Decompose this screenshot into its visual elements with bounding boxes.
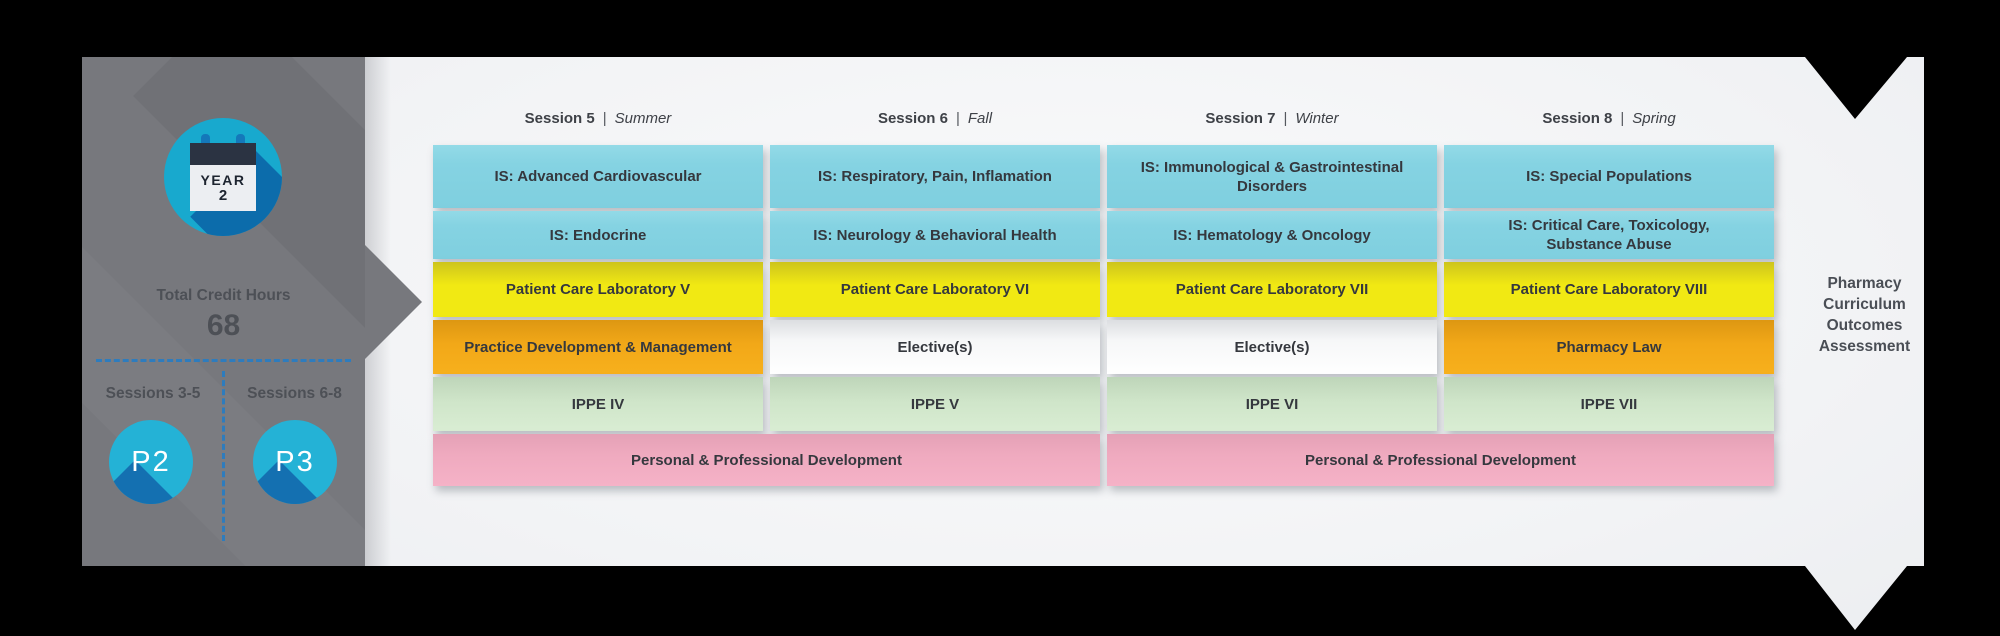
course-cell: IPPE VI — [1107, 377, 1437, 431]
course-cell: IS: Critical Care, Toxicology, Substance… — [1444, 211, 1774, 259]
p2-badge-text: P2 — [131, 445, 171, 478]
course-cell: Patient Care Laboratory VI — [770, 262, 1100, 317]
dashed-horizontal-divider — [96, 359, 351, 362]
course-cell: Patient Care Laboratory VIII — [1444, 262, 1774, 317]
course-cell: Patient Care Laboratory V — [433, 262, 763, 317]
total-credit-hours-label: Total Credit Hours — [156, 287, 291, 304]
year-label: YEAR — [200, 171, 246, 188]
course-cell: IS: Hematology & Oncology — [1107, 211, 1437, 259]
sessions-6-8-label: Sessions 6-8 — [247, 385, 342, 402]
course-cell: IS: Endocrine — [433, 211, 763, 259]
calendar-body: YEAR 2 — [190, 165, 256, 211]
session-header: Session 8 | Spring — [1542, 110, 1676, 127]
p2-badge: P2 — [109, 420, 193, 504]
p3-badge: P3 — [253, 420, 337, 504]
total-credit-hours-value: 68 — [206, 309, 241, 342]
calendar-header-bar — [190, 143, 256, 165]
sidebar-arrow-icon — [365, 245, 422, 359]
course-cell: IPPE IV — [433, 377, 763, 431]
course-cell: IS: Respiratory, Pain, Inflamation — [770, 145, 1100, 208]
course-cell: IS: Neurology & Behavioral Health — [770, 211, 1100, 259]
course-cell: Patient Care Laboratory VII — [1107, 262, 1437, 317]
sessions-3-5-label: Sessions 3-5 — [105, 385, 201, 402]
year-calendar-icon: YEAR 2 — [164, 118, 282, 236]
year-sidebar: YEAR 2 Total Credit Hours 68 Sessions 3-… — [82, 57, 365, 566]
year-number: 2 — [218, 186, 228, 204]
session-header: Session 6 | Fall — [877, 110, 993, 127]
course-cell: IS: Immunological & Gastrointestinal Dis… — [1107, 145, 1437, 208]
session-header: Session 7 | Winter — [1205, 110, 1339, 127]
course-cell: Pharmacy Law — [1444, 320, 1774, 374]
calendar-glyph: YEAR 2 — [190, 134, 256, 216]
p3-badge-text: P3 — [275, 445, 315, 478]
course-cell: IS: Advanced Cardiovascular — [433, 145, 763, 208]
session-header: Session 5 | Summer — [524, 110, 672, 127]
assessment-ribbon-label: Pharmacy Curriculum Outcomes Assessment — [1818, 275, 1911, 355]
course-cell: IPPE V — [770, 377, 1100, 431]
course-cell: IS: Special Populations — [1444, 145, 1774, 208]
course-cell: IPPE VII — [1444, 377, 1774, 431]
course-cell: Personal & Professional Development — [1107, 434, 1774, 486]
course-cell: Elective(s) — [1107, 320, 1437, 374]
dashed-vertical-divider — [222, 371, 225, 541]
course-cell: Practice Development & Management — [433, 320, 763, 374]
course-cell: Elective(s) — [770, 320, 1100, 374]
course-cell: Personal & Professional Development — [433, 434, 1100, 486]
curriculum-panel: Session 5 | Summer Session 6 | Fall Session … — [365, 57, 1924, 630]
